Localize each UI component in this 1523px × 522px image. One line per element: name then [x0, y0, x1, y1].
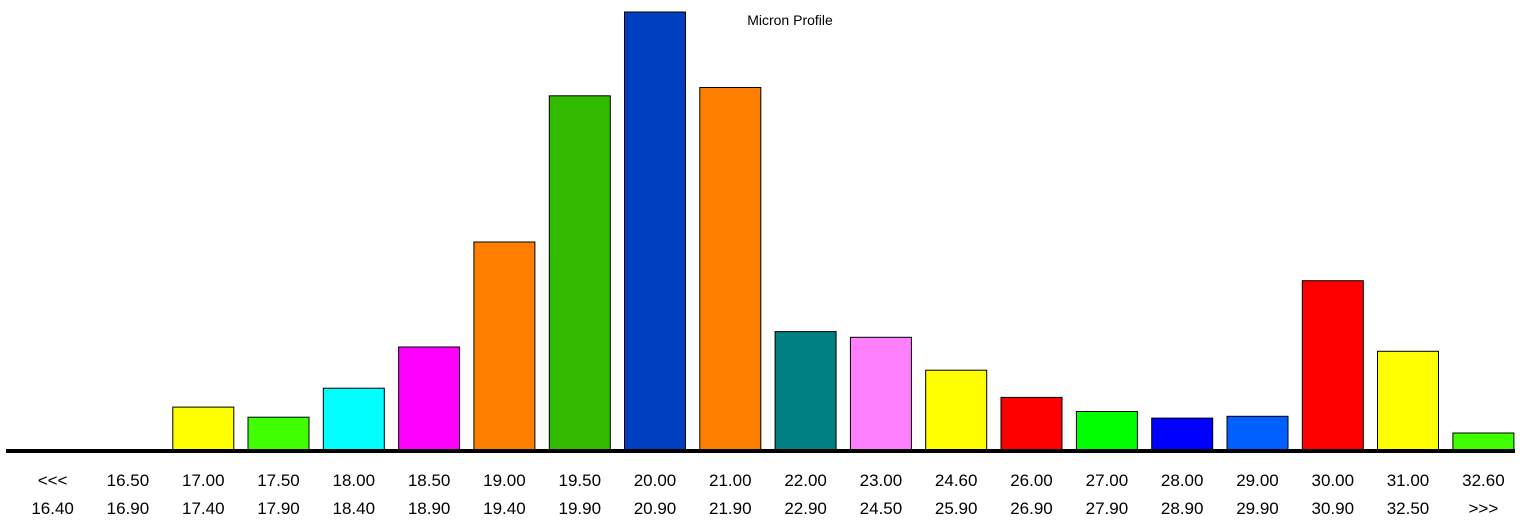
tick-label-to-10: 22.90: [784, 499, 827, 518]
bar-7: [548, 95, 611, 452]
tick-label-from-3: 17.50: [257, 471, 300, 490]
bars-group: [172, 11, 1515, 452]
bar-8: [624, 11, 686, 452]
tick-label-from-13: 26.00: [1010, 471, 1053, 490]
bar-18: [1377, 350, 1439, 452]
tick-label-to-18: 32.50: [1387, 499, 1430, 518]
tick-label-from-8: 20.00: [634, 471, 677, 490]
bar-14: [1075, 411, 1138, 452]
bar-5: [398, 346, 461, 452]
tick-label-from-18: 31.00: [1387, 471, 1430, 490]
bar-13: [1000, 396, 1063, 452]
bar-11: [849, 336, 912, 452]
bar-2: [172, 406, 235, 452]
tick-label-to-9: 21.90: [709, 499, 752, 518]
tick-label-from-1: 16.50: [107, 471, 150, 490]
bar-6: [473, 241, 536, 452]
tick-label-to-11: 24.50: [860, 499, 903, 518]
chart-title: Micron Profile: [747, 12, 833, 28]
tick-label-to-16: 29.90: [1236, 499, 1279, 518]
tick-label-to-4: 18.40: [333, 499, 376, 518]
tick-label-to-13: 26.90: [1010, 499, 1053, 518]
bar-10: [774, 331, 837, 452]
tick-label-to-1: 16.90: [107, 499, 150, 518]
tick-label-to-8: 20.90: [634, 499, 677, 518]
tick-label-to-6: 19.40: [483, 499, 526, 518]
tick-label-from-2: 17.00: [182, 471, 225, 490]
tick-label-from-14: 27.00: [1086, 471, 1129, 490]
tick-label-to-14: 27.90: [1086, 499, 1129, 518]
tick-label-to-19: >>>: [1469, 499, 1499, 518]
tick-label-from-10: 22.00: [784, 471, 827, 490]
tick-label-to-0: 16.40: [31, 499, 74, 518]
tick-label-from-9: 21.00: [709, 471, 752, 490]
tick-labels-group: <<< 16.40 16.50 16.90 17.00 17.40 17.50 17.90 18…: [31, 471, 1504, 518]
tick-label-from-12: 24.60: [935, 471, 978, 490]
bar-12: [925, 369, 988, 452]
tick-label-to-2: 17.40: [182, 499, 225, 518]
tick-label-to-15: 28.90: [1161, 499, 1204, 518]
tick-label-from-16: 29.00: [1236, 471, 1279, 490]
tick-label-to-7: 19.90: [559, 499, 602, 518]
bar-16: [1226, 415, 1289, 452]
tick-label-to-17: 30.90: [1312, 499, 1355, 518]
tick-label-from-4: 18.00: [333, 471, 376, 490]
tick-label-from-6: 19.00: [483, 471, 526, 490]
tick-label-from-11: 23.00: [860, 471, 903, 490]
tick-label-from-19: 32.60: [1462, 471, 1505, 490]
tick-label-from-17: 30.00: [1312, 471, 1355, 490]
tick-label-to-3: 17.90: [257, 499, 300, 518]
tick-label-to-12: 25.90: [935, 499, 978, 518]
bar-9: [699, 87, 762, 452]
tick-label-from-15: 28.00: [1161, 471, 1204, 490]
bar-3: [247, 416, 310, 452]
tick-label-from-7: 19.50: [559, 471, 602, 490]
bar-15: [1151, 417, 1214, 452]
tick-label-from-0: <<<: [38, 471, 68, 490]
tick-label-from-5: 18.50: [408, 471, 451, 490]
bar-17: [1301, 280, 1364, 452]
bar-19: [1452, 432, 1515, 452]
bar-4: [322, 387, 385, 452]
tick-label-to-5: 18.90: [408, 499, 451, 518]
